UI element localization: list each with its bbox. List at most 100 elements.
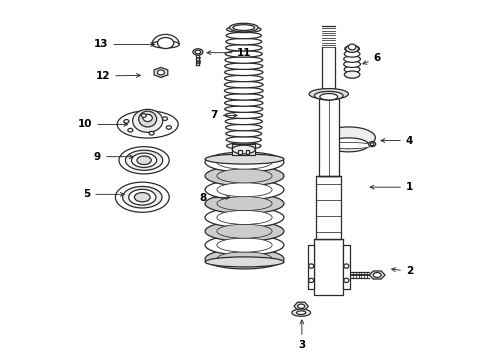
Ellipse shape: [204, 166, 284, 186]
Ellipse shape: [141, 114, 146, 117]
Ellipse shape: [217, 169, 271, 183]
Text: 8: 8: [199, 193, 229, 203]
Ellipse shape: [224, 63, 262, 69]
Ellipse shape: [321, 141, 328, 147]
Ellipse shape: [195, 50, 201, 54]
Ellipse shape: [157, 37, 173, 49]
Ellipse shape: [121, 157, 167, 170]
Ellipse shape: [225, 118, 262, 125]
Text: 13: 13: [94, 40, 154, 49]
Text: 4: 4: [380, 136, 412, 145]
Ellipse shape: [225, 39, 261, 45]
Polygon shape: [324, 127, 375, 152]
Text: 11: 11: [206, 48, 251, 58]
Ellipse shape: [344, 45, 359, 52]
Ellipse shape: [344, 71, 359, 78]
Ellipse shape: [204, 154, 284, 164]
Ellipse shape: [139, 111, 156, 127]
Ellipse shape: [226, 143, 261, 149]
Ellipse shape: [204, 194, 284, 213]
Ellipse shape: [162, 117, 167, 121]
Ellipse shape: [149, 131, 154, 135]
Ellipse shape: [308, 264, 313, 268]
Ellipse shape: [345, 45, 358, 52]
Ellipse shape: [217, 155, 271, 169]
Bar: [318, 98, 338, 176]
Ellipse shape: [308, 89, 348, 99]
Bar: [232, 144, 255, 155]
Ellipse shape: [233, 25, 254, 31]
Ellipse shape: [224, 106, 262, 112]
Ellipse shape: [115, 182, 169, 212]
Ellipse shape: [229, 23, 258, 32]
Ellipse shape: [204, 257, 284, 267]
Ellipse shape: [343, 278, 348, 283]
Ellipse shape: [314, 91, 343, 100]
Text: 1: 1: [369, 182, 412, 192]
Ellipse shape: [123, 120, 129, 123]
Text: 12: 12: [95, 71, 140, 81]
Ellipse shape: [224, 57, 262, 63]
Ellipse shape: [224, 94, 263, 100]
Polygon shape: [293, 302, 308, 310]
Text: 9: 9: [94, 152, 133, 162]
Bar: [307, 244, 314, 289]
Ellipse shape: [368, 141, 375, 147]
Ellipse shape: [217, 238, 271, 252]
Bar: [245, 149, 249, 154]
Ellipse shape: [344, 66, 359, 73]
Ellipse shape: [137, 156, 151, 165]
Ellipse shape: [119, 147, 169, 174]
Ellipse shape: [204, 249, 284, 269]
Ellipse shape: [319, 94, 337, 100]
Ellipse shape: [132, 109, 163, 132]
Ellipse shape: [157, 70, 164, 75]
Ellipse shape: [116, 195, 168, 206]
Text: 3: 3: [298, 320, 305, 350]
Ellipse shape: [226, 136, 261, 143]
Ellipse shape: [204, 235, 284, 255]
Bar: [343, 244, 349, 289]
Ellipse shape: [225, 124, 262, 131]
Ellipse shape: [325, 142, 370, 149]
Ellipse shape: [226, 26, 261, 33]
Ellipse shape: [344, 51, 359, 57]
Ellipse shape: [134, 193, 150, 202]
Ellipse shape: [217, 252, 271, 266]
Text: 6: 6: [362, 53, 380, 64]
Ellipse shape: [224, 69, 263, 76]
Ellipse shape: [217, 210, 271, 224]
Text: 5: 5: [83, 189, 124, 199]
Bar: [316, 176, 341, 239]
Text: 7: 7: [210, 111, 237, 121]
Ellipse shape: [369, 143, 373, 145]
Ellipse shape: [225, 51, 262, 57]
Ellipse shape: [372, 273, 380, 278]
Polygon shape: [368, 271, 384, 279]
Text: 2: 2: [391, 266, 412, 276]
Ellipse shape: [128, 189, 156, 205]
Ellipse shape: [204, 180, 284, 200]
Ellipse shape: [347, 44, 355, 50]
Ellipse shape: [166, 126, 171, 129]
Ellipse shape: [224, 81, 263, 88]
Polygon shape: [154, 67, 167, 77]
Ellipse shape: [224, 87, 263, 94]
Ellipse shape: [343, 56, 360, 62]
Ellipse shape: [296, 311, 305, 315]
Ellipse shape: [291, 309, 310, 316]
Ellipse shape: [204, 152, 284, 172]
Bar: [314, 239, 343, 295]
Ellipse shape: [344, 71, 359, 78]
Ellipse shape: [122, 186, 162, 208]
Ellipse shape: [204, 207, 284, 228]
Ellipse shape: [217, 224, 271, 238]
Ellipse shape: [121, 121, 174, 135]
Ellipse shape: [152, 41, 179, 48]
Ellipse shape: [204, 221, 284, 241]
Ellipse shape: [224, 100, 263, 106]
Ellipse shape: [225, 45, 262, 51]
Bar: [238, 149, 242, 154]
Ellipse shape: [226, 32, 261, 39]
Ellipse shape: [224, 112, 262, 118]
